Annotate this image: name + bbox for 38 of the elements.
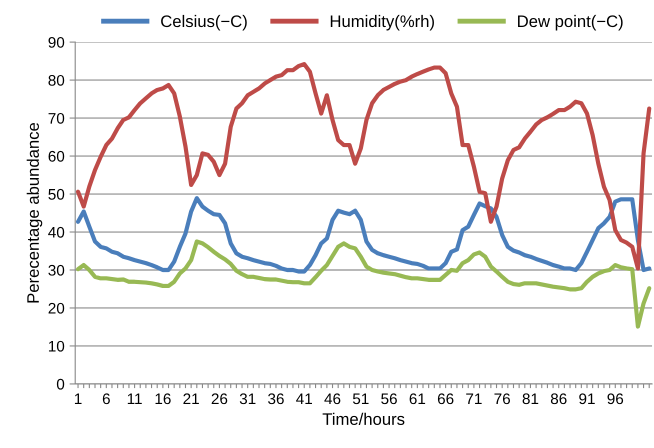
x-tick-label: 61: [410, 393, 426, 404]
x-tick-label: 71: [466, 394, 482, 404]
y-tick-label: 0: [56, 378, 64, 390]
legend-label: Celsius(−C): [161, 14, 247, 30]
legend-label: Humidity(%rh): [330, 14, 434, 30]
x-tick-label: 56: [381, 393, 397, 404]
y-tick-label: 80: [48, 74, 64, 86]
line-series: [76, 239, 652, 329]
x-tick-label: 6: [102, 393, 110, 404]
y-tick-label: 70: [48, 112, 64, 124]
line-series: [76, 196, 652, 274]
x-tick-label: 26: [212, 393, 228, 404]
legend-label: Dew point(−C): [518, 14, 623, 30]
x-tick-label: 86: [550, 393, 567, 404]
line-series: [76, 62, 652, 271]
y-tick-label: 90: [48, 36, 64, 48]
y-tick-label: 10: [48, 340, 64, 352]
x-tick-label: 96: [608, 393, 624, 404]
y-tick-label: 30: [48, 264, 64, 276]
y-axis-title: Perecentage abundance: [26, 122, 42, 302]
x-tick-label: 11: [128, 394, 142, 404]
x-tick-label: 1: [74, 394, 82, 404]
x-tick-label: 66: [438, 393, 454, 404]
y-tick-label: 50: [48, 188, 64, 200]
x-tick-label: 36: [268, 393, 284, 404]
x-tick-label: 46: [324, 393, 340, 404]
x-tick-label: 16: [156, 393, 171, 404]
x-axis-title: Time/hours: [322, 412, 404, 426]
x-tick-label: 51: [352, 394, 369, 404]
y-tick-label: 20: [48, 302, 64, 314]
x-tick-label: 76: [494, 393, 510, 404]
x-tick-label: 21: [183, 393, 199, 404]
x-tick-label: 31: [240, 393, 256, 404]
x-tick-label: 81: [522, 393, 538, 404]
x-tick-label: 41: [296, 394, 312, 404]
y-tick-label: 60: [48, 150, 64, 162]
y-tick-label: 40: [48, 226, 64, 238]
x-tick-label: 91: [579, 393, 595, 404]
